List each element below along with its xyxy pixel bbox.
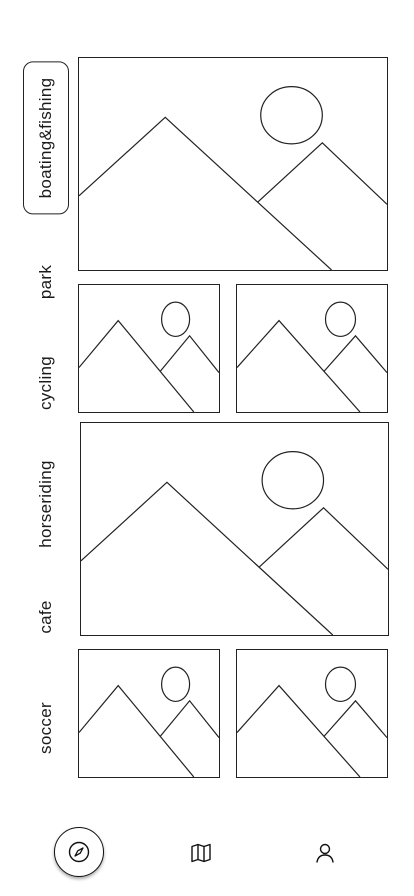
mountain-large-shape: [79, 684, 195, 777]
category-boating-fishing[interactable]: boating&fishing: [23, 61, 69, 215]
sun-shape: [261, 451, 325, 510]
mountain-large-shape: [79, 116, 332, 270]
sun-shape: [160, 301, 191, 338]
image-tile-cycling-right[interactable]: [236, 284, 388, 413]
image-placeholder-icon: [237, 666, 387, 777]
sun-shape: [160, 666, 191, 703]
mountain-large-shape: [79, 319, 195, 412]
sun-shape: [324, 301, 357, 338]
mountain-small-shape: [323, 334, 387, 374]
nav-profile-button[interactable]: [310, 838, 340, 868]
category-cycling[interactable]: cycling: [36, 355, 55, 411]
image-tile-boating-large[interactable]: [78, 57, 388, 271]
mountain-small-shape: [257, 141, 387, 205]
image-placeholder-icon: [79, 666, 219, 777]
mountain-large-shape: [237, 319, 361, 412]
nav-map-button[interactable]: [186, 838, 216, 868]
bottom-nav: [0, 820, 414, 896]
image-placeholder-icon: [79, 301, 219, 412]
nav-explore-button[interactable]: [54, 827, 104, 877]
mountain-small-shape: [323, 699, 387, 739]
sun-shape: [324, 666, 357, 703]
image-placeholder-icon: [81, 451, 388, 635]
mountain-small-shape: [159, 334, 219, 374]
image-placeholder-icon: [79, 86, 387, 270]
person-icon: [316, 843, 334, 863]
mountain-large-shape: [237, 684, 361, 777]
compass-icon: [68, 841, 90, 863]
image-tile-cycling-left[interactable]: [78, 284, 220, 413]
sun-shape: [260, 86, 323, 145]
mountain-large-shape: [81, 481, 334, 635]
image-tile-soccer-right[interactable]: [236, 649, 388, 778]
category-cafe[interactable]: cafe: [36, 600, 55, 634]
category-horseriding[interactable]: horseriding: [36, 460, 55, 548]
image-tile-horseriding-large[interactable]: [80, 422, 389, 636]
mountain-small-shape: [159, 699, 219, 739]
category-soccer[interactable]: soccer: [36, 702, 55, 754]
image-placeholder-icon: [237, 301, 387, 412]
map-icon: [191, 843, 211, 863]
category-park[interactable]: park: [36, 264, 55, 300]
mountain-small-shape: [258, 506, 388, 570]
image-tile-soccer-left[interactable]: [78, 649, 220, 778]
